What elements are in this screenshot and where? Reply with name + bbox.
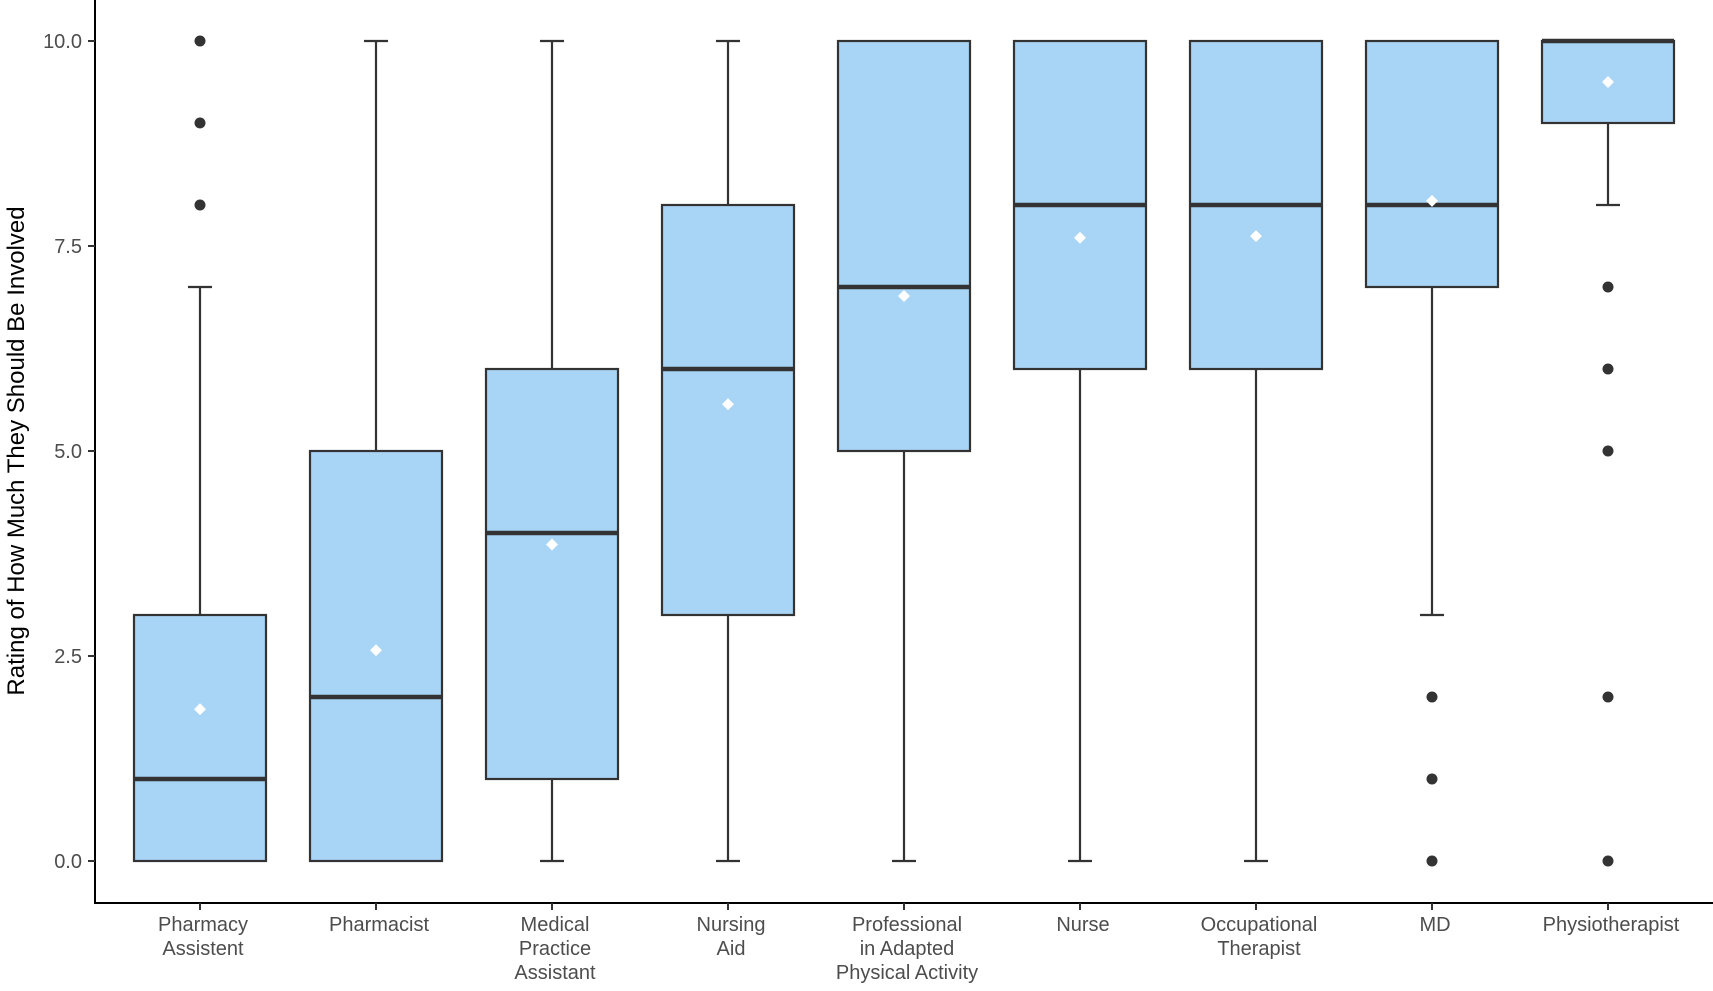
- x-tick-label-line: Aid: [717, 938, 746, 960]
- mean-marker: [546, 538, 558, 551]
- outlier-point: [1602, 281, 1614, 293]
- x-tick-label-line: Pharmacist: [329, 914, 429, 936]
- outlier-point: [194, 199, 206, 211]
- x-tick-label-line: Medical: [521, 914, 590, 936]
- x-tick-label: Nursing Aid: [697, 914, 766, 960]
- x-tick-label-line: Occupational: [1201, 914, 1318, 936]
- outlier-point: [1602, 363, 1614, 375]
- x-tick-label-line: Assistent: [162, 938, 244, 960]
- boxes-layer: [132, 35, 1676, 867]
- box-group-2: [308, 39, 444, 863]
- x-tick-label-line: Professional: [852, 914, 962, 936]
- x-tick-label: Pharmacist: [329, 914, 429, 936]
- mean-marker: [370, 644, 382, 657]
- outlier-point: [194, 117, 206, 129]
- outlier-point: [1426, 855, 1438, 867]
- x-tick-label-line: Nursing: [697, 914, 766, 936]
- mean-marker: [1426, 194, 1438, 207]
- x-tick-label-line: MD: [1419, 914, 1450, 936]
- y-tick-label: 2.5: [54, 646, 82, 668]
- outlier-point: [1602, 445, 1614, 457]
- mean-marker: [898, 290, 910, 303]
- x-tick-label: Occupational Therapist: [1201, 914, 1318, 960]
- x-tick-label-line: Nurse: [1056, 914, 1109, 936]
- mean-marker: [1074, 231, 1086, 244]
- x-tick-label: Nurse: [1056, 914, 1109, 936]
- box-iqr: [1540, 39, 1676, 125]
- outlier-point: [1602, 691, 1614, 703]
- ticks-layer: Pharmacy Assistent Pharmacist Medical Practi…: [43, 31, 1680, 984]
- x-tick-label: Professional in Adapted Physical Activity: [836, 914, 978, 984]
- box-group-1: [132, 35, 268, 863]
- outlier-point: [1426, 691, 1438, 703]
- y-axis-title: Rating of How Much They Should Be Involv…: [3, 206, 30, 695]
- box-group-6: [1012, 39, 1148, 863]
- x-tick-label: Medical Practice Assistant: [514, 914, 596, 984]
- box-iqr: [132, 613, 268, 863]
- mean-marker: [194, 703, 206, 716]
- mean-marker: [1250, 230, 1262, 243]
- box-iqr: [1364, 39, 1500, 289]
- box-group-7: [1188, 39, 1324, 863]
- outlier-point: [1426, 773, 1438, 785]
- outlier-point: [1602, 855, 1614, 867]
- x-tick-label: Pharmacy Assistent: [158, 914, 248, 960]
- box-group-5: [836, 39, 972, 863]
- y-tick-label: 7.5: [54, 236, 82, 258]
- x-tick-label-line: in Adapted: [860, 938, 955, 960]
- y-tick-label: 10.0: [43, 31, 82, 53]
- y-tick-label: 0.0: [54, 851, 82, 873]
- box-group-8: [1364, 39, 1500, 867]
- x-tick-label: Physiotherapist: [1543, 914, 1680, 936]
- x-tick-label-line: Assistant: [514, 962, 596, 984]
- x-tick-label-line: Physiotherapist: [1543, 914, 1680, 936]
- box-iqr: [836, 39, 972, 453]
- box-group-4: [660, 39, 796, 863]
- x-tick-label-line: Physical Activity: [836, 962, 978, 984]
- x-tick-label-line: Therapist: [1217, 938, 1301, 960]
- x-tick-label-line: Pharmacy: [158, 914, 248, 936]
- x-tick-label-line: Practice: [519, 938, 591, 960]
- box-group-3: [484, 39, 620, 863]
- x-tick-label: MD: [1419, 914, 1450, 936]
- box-iqr: [484, 367, 620, 781]
- mean-marker: [1602, 76, 1614, 88]
- y-tick-label: 5.0: [54, 441, 82, 463]
- outlier-point: [194, 35, 206, 47]
- box-group-9: [1540, 38, 1676, 867]
- mean-marker: [722, 398, 734, 411]
